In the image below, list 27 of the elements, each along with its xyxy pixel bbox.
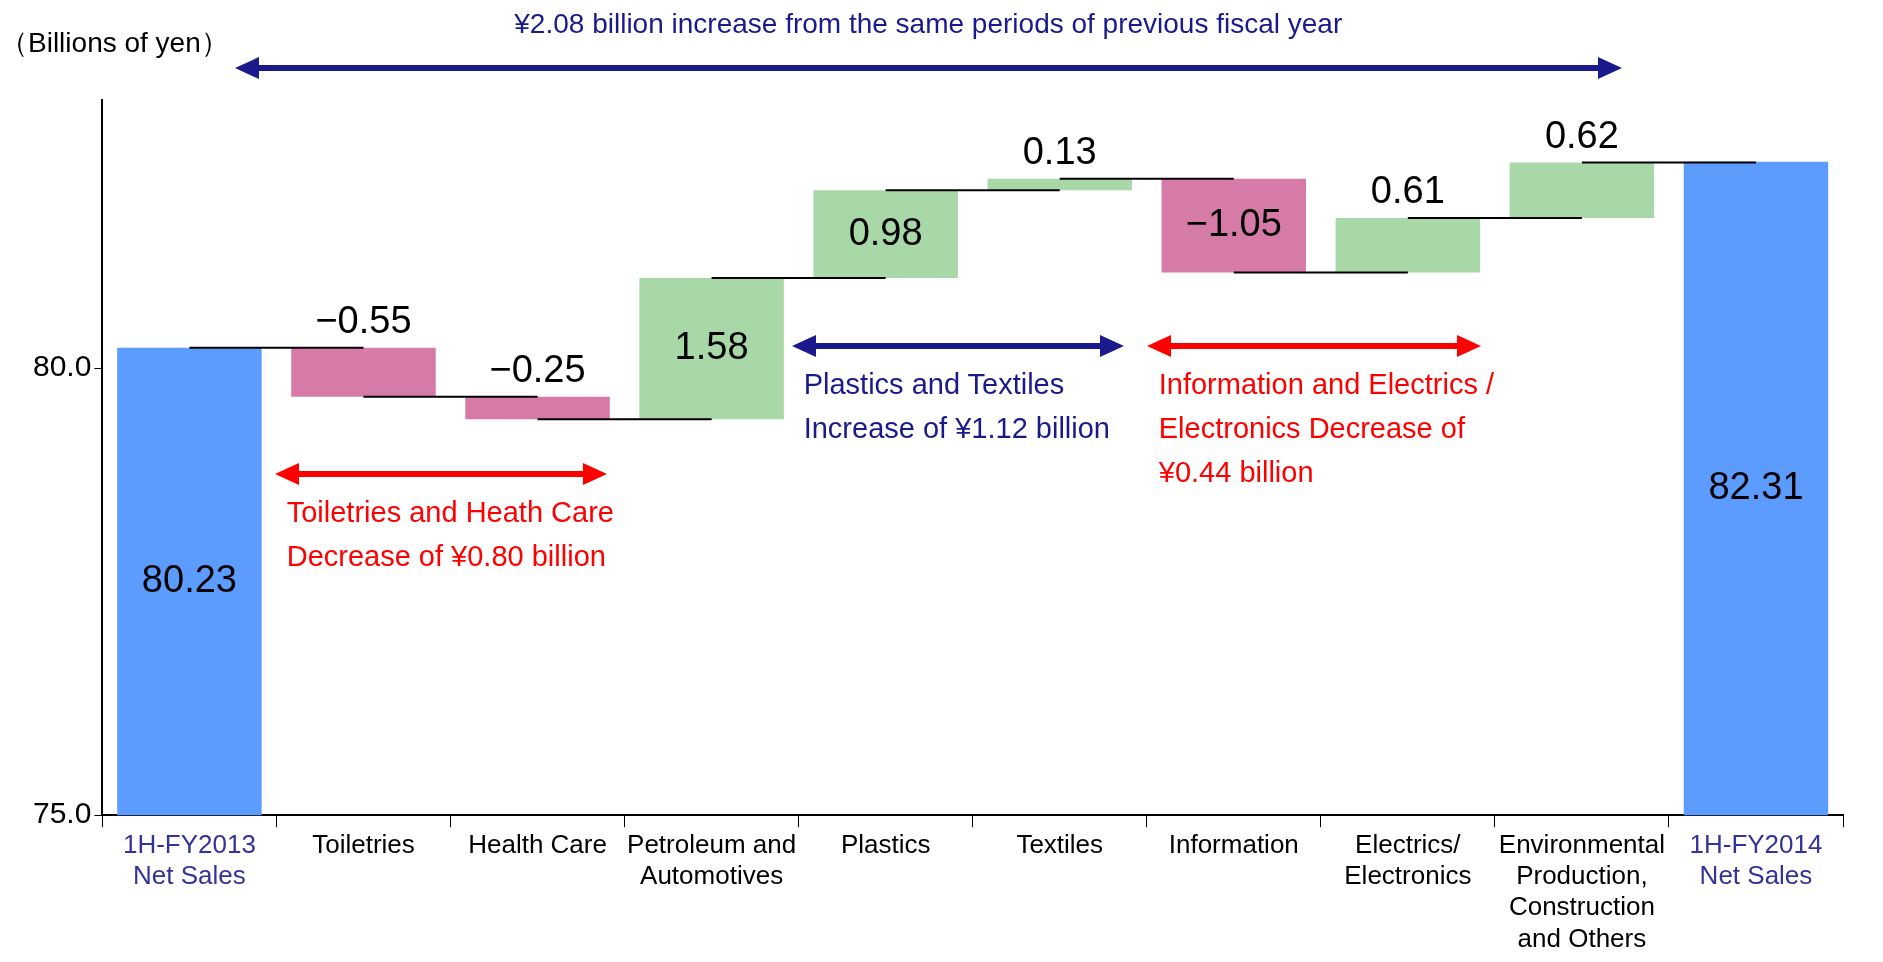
x-tick-label: 1H-FY2014 Net Sales (1689, 828, 1823, 891)
data-label: −1.05 (1185, 202, 1282, 245)
x-tick-label: Plastics (840, 828, 931, 859)
data-label: 0.13 (1022, 130, 1097, 173)
x-tick-label: Electrics/ Electronics (1344, 828, 1472, 891)
x-tick-label: Toiletries (312, 828, 415, 859)
data-label: −0.55 (315, 299, 412, 342)
data-label: 0.61 (1370, 169, 1445, 212)
x-tick-label: Health Care (468, 828, 607, 859)
data-label: 80.23 (141, 557, 237, 600)
x-tick-label: Petroleum and Automotives (627, 828, 797, 891)
y-axis-title: （Billions of yen） (0, 26, 229, 60)
x-tick-label: Textiles (1016, 828, 1104, 859)
data-label: 1.58 (674, 325, 749, 368)
x-tick-label: 1H-FY2013 Net Sales (122, 828, 256, 891)
x-tick-label: Information (1168, 828, 1299, 859)
chart-title: ¥2.08 billion increase from the same periods of previous fiscal year (514, 8, 1343, 40)
annotation: Plastics and Textiles Increase of ¥1.12 billion (803, 366, 1111, 446)
annotation: Toiletries and Heath Care Decrease of ¥0.80 billion (286, 494, 615, 574)
data-label: −0.25 (489, 348, 586, 391)
data-label: 0.62 (1544, 114, 1619, 157)
data-label: 82.31 (1708, 464, 1804, 507)
y-tick-label: 75.0 (33, 796, 92, 830)
x-tick-label: Environmental Production, Construction and Others (1498, 828, 1666, 953)
data-label: 0.98 (848, 210, 923, 253)
y-tick-label: 80.0 (33, 349, 92, 383)
annotation: Information and Electrics / Electronics Decrease of ¥0.44 billion (1158, 366, 1495, 490)
